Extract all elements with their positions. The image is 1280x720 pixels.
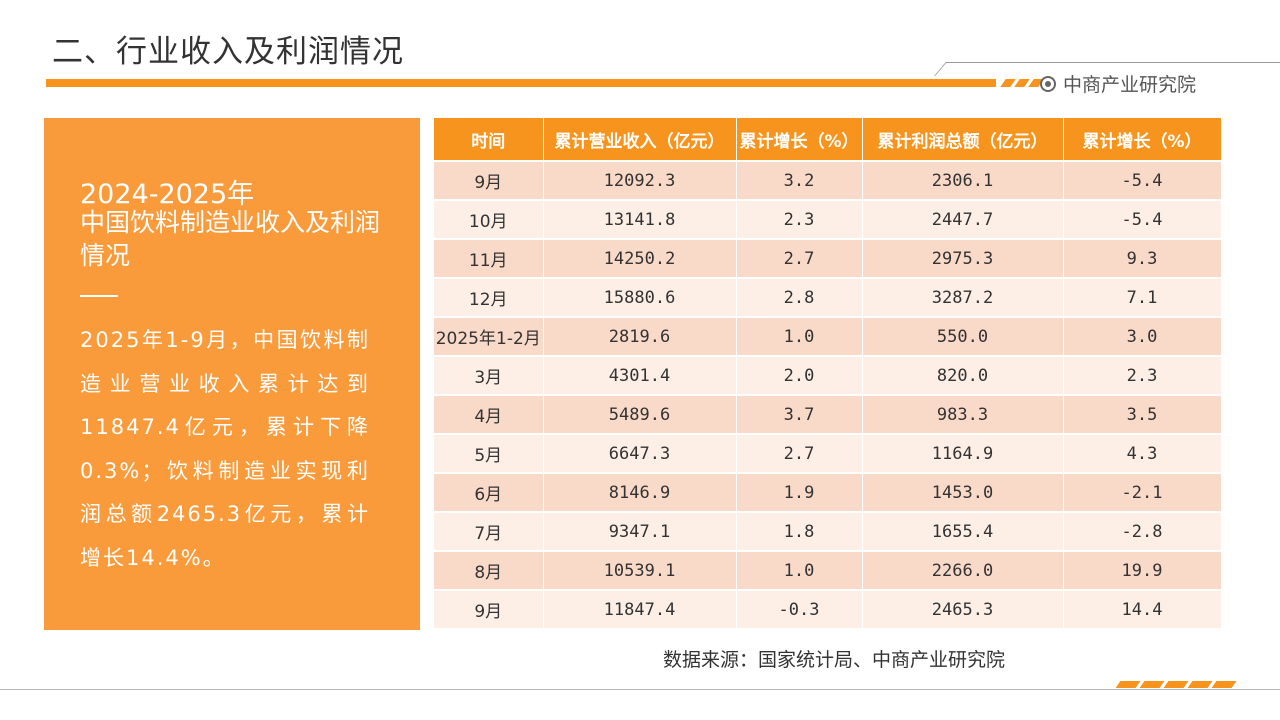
- table-row: 10月 13141.8 2.3 2447.7 -5.4: [434, 200, 1222, 240]
- table-row: 7月 9347.1 1.8 1655.4 -2.8: [434, 512, 1222, 552]
- cell-time: 7月: [434, 512, 544, 552]
- cell-time: 5月: [434, 434, 544, 474]
- cell-profit-growth: 3.5: [1063, 395, 1222, 435]
- cell-profit: 2266.0: [862, 551, 1064, 591]
- table-row: 2025年1-2月 2819.6 1.0 550.0 3.0: [434, 317, 1222, 357]
- cell-time: 3月: [434, 356, 544, 396]
- brand-logo: 中商产业研究院: [1040, 70, 1196, 97]
- header-revenue-growth: 累计增长（%）: [736, 118, 863, 162]
- cell-revenue-growth: 2.3: [736, 200, 863, 240]
- cell-revenue-growth: 2.8: [736, 278, 863, 318]
- cell-revenue: 13141.8: [543, 200, 737, 240]
- cell-revenue: 6647.3: [543, 434, 737, 474]
- cell-time: 2025年1-2月: [434, 317, 544, 357]
- cell-revenue-growth: 3.7: [736, 395, 863, 435]
- data-source: 数据来源：国家统计局、中商产业研究院: [663, 649, 1006, 671]
- page-title: 二、行业收入及利润情况: [52, 34, 404, 70]
- cell-profit-growth: 14.4: [1063, 590, 1222, 630]
- table-header-row: 时间 累计营业收入（亿元） 累计增长（%） 累计利润总额（亿元） 累计增长（%）: [434, 118, 1222, 162]
- table-row: 9月 12092.3 3.2 2306.1 -5.4: [434, 161, 1222, 201]
- table-row: 6月 8146.9 1.9 1453.0 -2.1: [434, 473, 1222, 513]
- cell-time: 10月: [434, 200, 544, 240]
- cell-revenue-growth: 3.2: [736, 161, 863, 201]
- cell-time: 12月: [434, 278, 544, 318]
- cell-profit-growth: 9.3: [1063, 239, 1222, 279]
- cell-revenue: 8146.9: [543, 473, 737, 513]
- footer-stripes: [1115, 681, 1237, 688]
- header-stripes: [1000, 79, 1044, 87]
- footer-line: [0, 689, 1280, 690]
- cell-revenue-growth: 1.8: [736, 512, 863, 552]
- cell-revenue-growth: 1.0: [736, 551, 863, 591]
- header-time: 时间: [434, 118, 544, 162]
- title-accent-bar: [46, 79, 996, 87]
- cell-profit-growth: 3.0: [1063, 317, 1222, 357]
- header-profit: 累计利润总额（亿元）: [862, 118, 1064, 162]
- revenue-profit-table: 时间 累计营业收入（亿元） 累计增长（%） 累计利润总额（亿元） 累计增长（%）…: [434, 118, 1222, 630]
- panel-divider: [80, 295, 118, 297]
- cell-profit-growth: -5.4: [1063, 200, 1222, 240]
- brand-circle-icon: [1040, 75, 1056, 92]
- cell-revenue-growth: 2.7: [736, 239, 863, 279]
- panel-heading: 中国饮料制造业收入及利润情况: [80, 208, 381, 270]
- cell-revenue: 10539.1: [543, 551, 737, 591]
- cell-time: 6月: [434, 473, 544, 513]
- cell-profit: 2465.3: [862, 590, 1064, 630]
- cell-time: 9月: [434, 590, 544, 630]
- cell-revenue: 14250.2: [543, 239, 737, 279]
- cell-revenue-growth: 1.9: [736, 473, 863, 513]
- cell-time: 9月: [434, 161, 544, 201]
- cell-profit: 2447.7: [862, 200, 1064, 240]
- cell-revenue: 12092.3: [543, 161, 737, 201]
- cell-profit: 1164.9: [862, 434, 1064, 474]
- cell-revenue-growth: 2.7: [736, 434, 863, 474]
- header-profit-growth: 累计增长（%）: [1063, 118, 1222, 162]
- panel-year: 2024-2025年: [80, 179, 255, 210]
- brand-name: 中商产业研究院: [1063, 74, 1197, 96]
- cell-time: 4月: [434, 395, 544, 435]
- cell-revenue: 2819.6: [543, 317, 737, 357]
- header-line-slant: [934, 62, 947, 76]
- cell-revenue: 15880.6: [543, 278, 737, 318]
- cell-profit-growth: 19.9: [1063, 551, 1222, 591]
- cell-time: 11月: [434, 239, 544, 279]
- summary-panel: 2024-2025年 中国饮料制造业收入及利润情况 2025年1-9月，中国饮料…: [44, 118, 420, 630]
- cell-profit-growth: -2.8: [1063, 512, 1222, 552]
- table-row: 11月 14250.2 2.7 2975.3 9.3: [434, 239, 1222, 279]
- cell-profit: 1655.4: [862, 512, 1064, 552]
- table-row: 3月 4301.4 2.0 820.0 2.3: [434, 356, 1222, 396]
- cell-profit: 1453.0: [862, 473, 1064, 513]
- cell-profit-growth: 2.3: [1063, 356, 1222, 396]
- cell-revenue: 4301.4: [543, 356, 737, 396]
- table-row: 9月 11847.4 -0.3 2465.3 14.4: [434, 590, 1222, 630]
- cell-revenue-growth: 2.0: [736, 356, 863, 396]
- cell-revenue: 11847.4: [543, 590, 737, 630]
- cell-profit: 820.0: [862, 356, 1064, 396]
- cell-profit-growth: 7.1: [1063, 278, 1222, 318]
- cell-time: 8月: [434, 551, 544, 591]
- cell-profit-growth: -5.4: [1063, 161, 1222, 201]
- cell-profit-growth: -2.1: [1063, 473, 1222, 513]
- cell-profit: 2975.3: [862, 239, 1064, 279]
- table-row: 5月 6647.3 2.7 1164.9 4.3: [434, 434, 1222, 474]
- cell-profit-growth: 4.3: [1063, 434, 1222, 474]
- table-row: 12月 15880.6 2.8 3287.2 7.1: [434, 278, 1222, 318]
- cell-revenue: 5489.6: [543, 395, 737, 435]
- panel-summary-text: 2025年1-9月，中国饮料制造业营业收入累计达到11847.4亿元，累计下降0…: [80, 328, 370, 570]
- cell-revenue: 9347.1: [543, 512, 737, 552]
- cell-profit: 2306.1: [862, 161, 1064, 201]
- cell-revenue-growth: 1.0: [736, 317, 863, 357]
- header-revenue: 累计营业收入（亿元）: [543, 118, 737, 162]
- cell-profit: 3287.2: [862, 278, 1064, 318]
- header-line: [946, 62, 1280, 63]
- table-row: 8月 10539.1 1.0 2266.0 19.9: [434, 551, 1222, 591]
- cell-revenue-growth: -0.3: [736, 590, 863, 630]
- table-row: 4月 5489.6 3.7 983.3 3.5: [434, 395, 1222, 435]
- cell-profit: 550.0: [862, 317, 1064, 357]
- cell-profit: 983.3: [862, 395, 1064, 435]
